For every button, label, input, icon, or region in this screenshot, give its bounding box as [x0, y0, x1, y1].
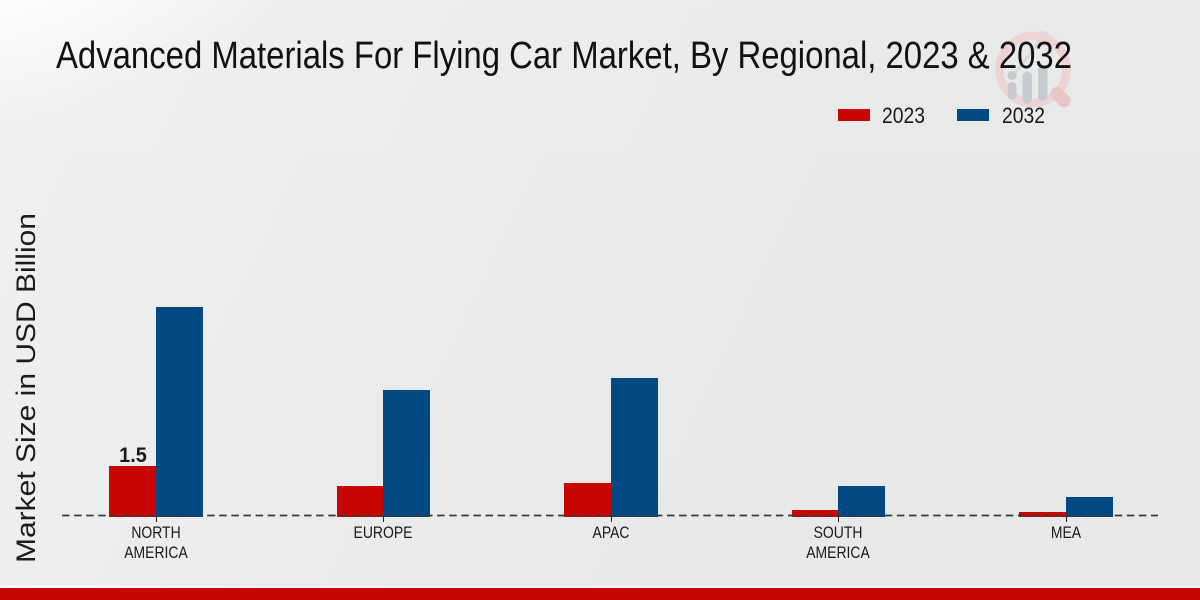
svg-text:Advanced Materials For Flying: Advanced Materials For Flying Car Market… — [56, 35, 1072, 77]
svg-text:2023: 2023 — [882, 103, 925, 126]
svg-text:Market Size in USD Billion: Market Size in USD Billion — [11, 213, 41, 563]
svg-text:2032: 2032 — [1002, 103, 1045, 126]
